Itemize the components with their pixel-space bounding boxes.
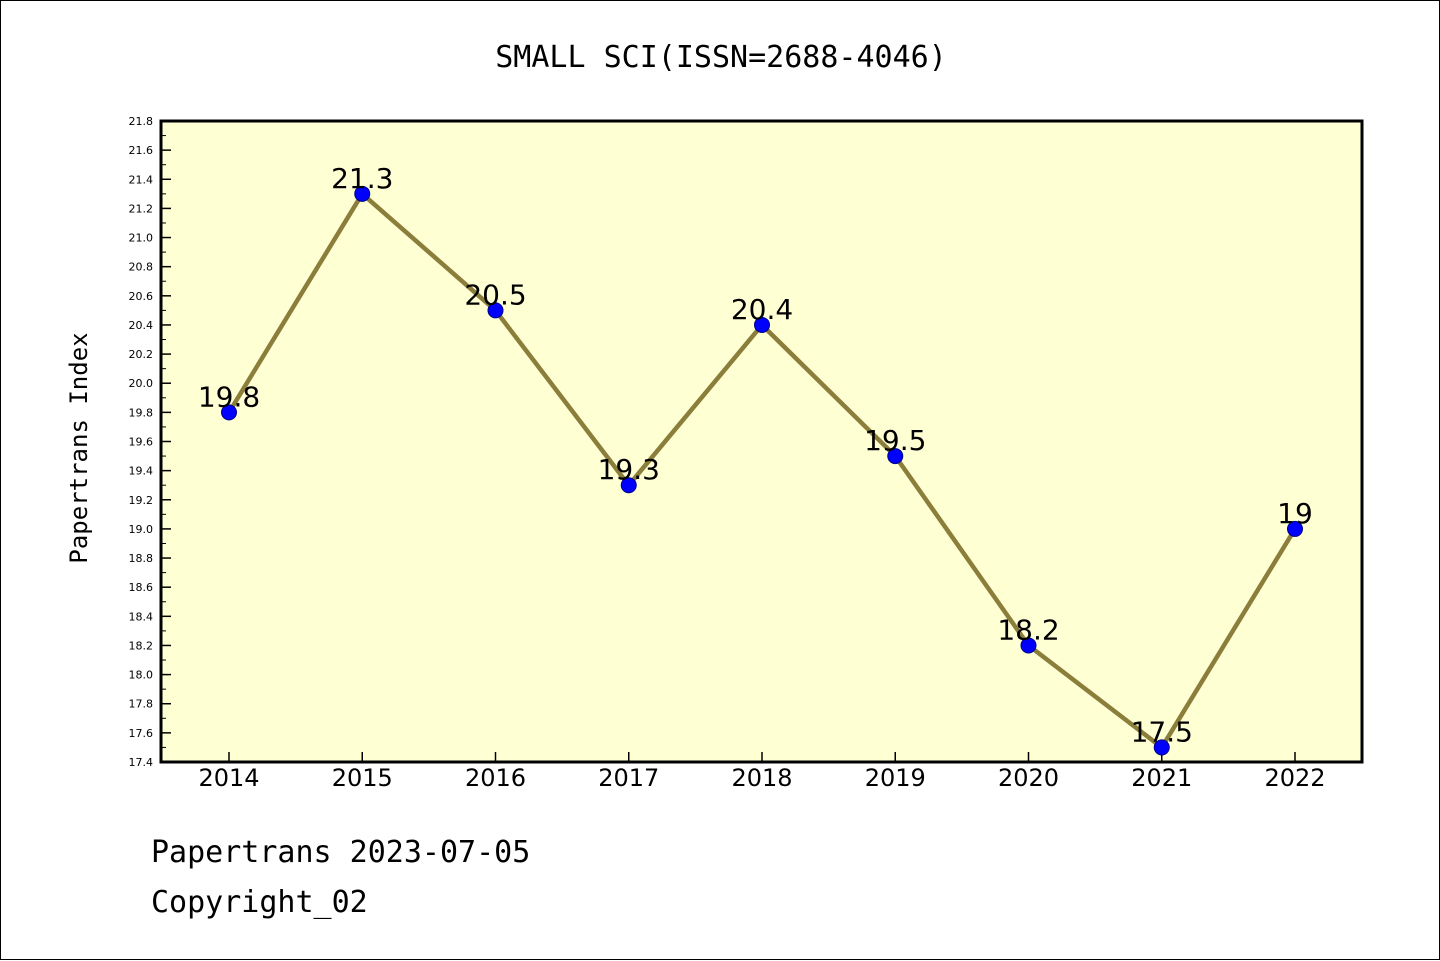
data-label: 19 — [1277, 497, 1313, 530]
chart-title: SMALL SCI(ISSN=2688-4046) — [495, 40, 947, 75]
y-tick-label: 20.8 — [129, 261, 154, 274]
y-tick-label: 20.6 — [129, 290, 154, 303]
x-tick-label: 2015 — [332, 764, 393, 792]
y-tick-label: 21.6 — [129, 144, 154, 157]
y-tick-label: 19.4 — [129, 465, 154, 478]
y-tick-label: 18.4 — [129, 610, 154, 623]
plot-area — [161, 121, 1362, 762]
y-tick-label: 21.0 — [129, 232, 154, 245]
x-tick-label: 2016 — [465, 764, 526, 792]
x-tick-label: 2020 — [998, 764, 1059, 792]
y-tick-label: 19.0 — [129, 523, 154, 536]
x-tick-label: 2022 — [1264, 764, 1325, 792]
data-label: 21.3 — [331, 162, 393, 195]
x-tick-label: 2021 — [1131, 764, 1192, 792]
data-point — [887, 448, 904, 465]
data-point — [354, 185, 371, 202]
data-point — [221, 404, 237, 421]
data-point — [754, 316, 770, 333]
data-label: 17.5 — [1131, 715, 1193, 748]
footer-date-line: Papertrans 2023-07-05 — [151, 835, 531, 870]
x-axis-ticks: 2014 2015 2016 2017 2018 2019 2020 2021 2022 — [198, 752, 1326, 792]
data-label: 19.8 — [198, 380, 260, 413]
data-label: 19.3 — [598, 453, 660, 486]
y-tick-label: 21.2 — [129, 202, 154, 215]
data-label: 20.5 — [464, 278, 526, 311]
data-point — [487, 302, 504, 319]
x-tick-label: 2017 — [598, 764, 659, 792]
y-tick-label: 18.8 — [129, 552, 154, 565]
data-point — [1153, 739, 1170, 756]
y-tick-label: 19.8 — [129, 406, 154, 419]
series-layer: 19.8 21.3 20.5 19.3 20.4 19.5 18.2 17.5 19 — [198, 162, 1313, 756]
x-tick-label: 2019 — [865, 764, 926, 792]
footer-copyright: Copyright_02 — [151, 885, 368, 920]
data-point — [1020, 637, 1037, 654]
y-tick-label: 20.4 — [129, 319, 154, 332]
y-tick-label: 18.6 — [129, 581, 154, 594]
y-tick-label: 20.0 — [129, 377, 154, 390]
x-tick-label: 2018 — [731, 764, 792, 792]
y-tick-label: 21.4 — [129, 173, 154, 186]
data-label: 20.4 — [731, 293, 793, 326]
data-point — [620, 477, 637, 494]
y-axis-ticks: 17.4 17.6 17.8 18.0 18.2 18.4 18.6 18.8 19.0 19.2… — [129, 115, 171, 769]
x-tick-label: 2014 — [198, 764, 259, 792]
y-axis-label: Papertrans Index — [65, 332, 93, 563]
y-tick-label: 17.8 — [129, 698, 154, 711]
data-label: 19.5 — [864, 424, 926, 457]
y-tick-label: 20.2 — [129, 348, 154, 361]
y-tick-label: 19.2 — [129, 494, 154, 507]
y-tick-label: 18.2 — [129, 639, 154, 652]
y-tick-label: 17.6 — [129, 727, 154, 740]
y-tick-label: 17.4 — [129, 756, 154, 769]
y-tick-label: 19.6 — [129, 436, 154, 449]
y-tick-label: 18.0 — [129, 669, 154, 682]
data-point — [1287, 520, 1303, 537]
y-tick-label: 21.8 — [129, 115, 154, 128]
data-label: 18.2 — [997, 613, 1059, 646]
plot-frame — [159, 119, 1364, 764]
